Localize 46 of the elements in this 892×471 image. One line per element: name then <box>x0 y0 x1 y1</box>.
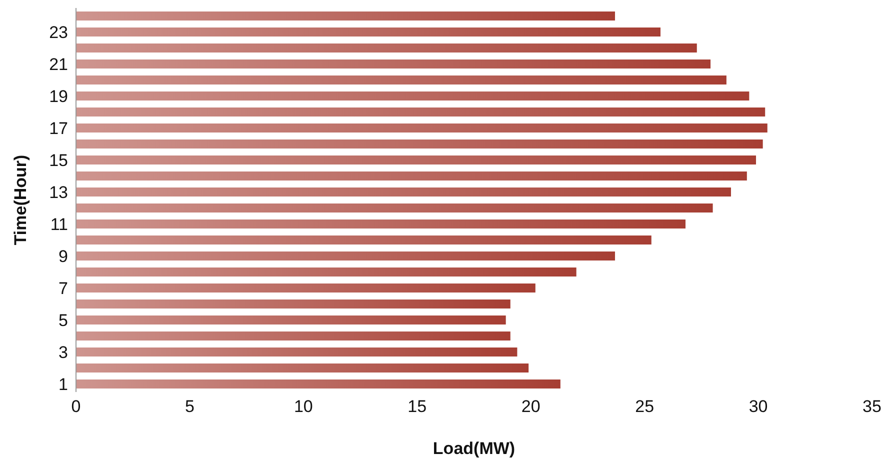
bar <box>76 204 713 213</box>
bar <box>76 28 660 37</box>
x-axis-title: Load(MW) <box>432 439 516 458</box>
x-tick-label: 30 <box>748 397 768 416</box>
y-tick-label: 19 <box>49 87 68 106</box>
bar <box>76 380 560 389</box>
y-tick-label: 3 <box>58 343 68 362</box>
x-tick-label: 25 <box>635 397 654 416</box>
bar <box>76 44 697 53</box>
y-axis-title: Time(Hour) <box>11 154 30 246</box>
bar <box>76 316 506 325</box>
y-tick-label: 13 <box>49 183 68 202</box>
bar <box>76 284 536 293</box>
y-tick-label: 17 <box>49 119 68 138</box>
x-tick-label: 10 <box>294 397 313 416</box>
bar <box>76 348 518 357</box>
y-tick-label: 23 <box>49 23 68 42</box>
bar <box>76 364 529 373</box>
y-tick-label: 1 <box>58 375 68 394</box>
x-tick-label: 0 <box>71 397 81 416</box>
bar <box>76 140 763 149</box>
bar <box>76 332 510 341</box>
bar <box>76 156 756 165</box>
y-tick-label: 11 <box>50 215 68 234</box>
x-tick-label: 20 <box>521 397 540 416</box>
bar <box>76 252 616 261</box>
bar <box>76 220 686 229</box>
x-tick-label: 5 <box>184 397 194 416</box>
y-tick-label: 21 <box>49 55 68 74</box>
y-tick-label: 15 <box>49 151 68 170</box>
bar <box>76 268 576 277</box>
bar <box>76 108 766 117</box>
y-tick-label: 5 <box>58 311 68 330</box>
y-tick-label: 9 <box>58 247 68 266</box>
bar <box>76 172 747 181</box>
x-tick-label: 15 <box>408 397 427 416</box>
bar <box>76 60 711 69</box>
x-tick-label: 35 <box>862 397 882 416</box>
y-tick-label: 7 <box>58 279 68 298</box>
bar <box>76 188 731 197</box>
bar <box>76 124 768 133</box>
bar <box>76 12 616 21</box>
bar <box>76 300 510 309</box>
bar <box>76 236 652 245</box>
bar <box>76 76 726 85</box>
bar <box>76 92 750 101</box>
